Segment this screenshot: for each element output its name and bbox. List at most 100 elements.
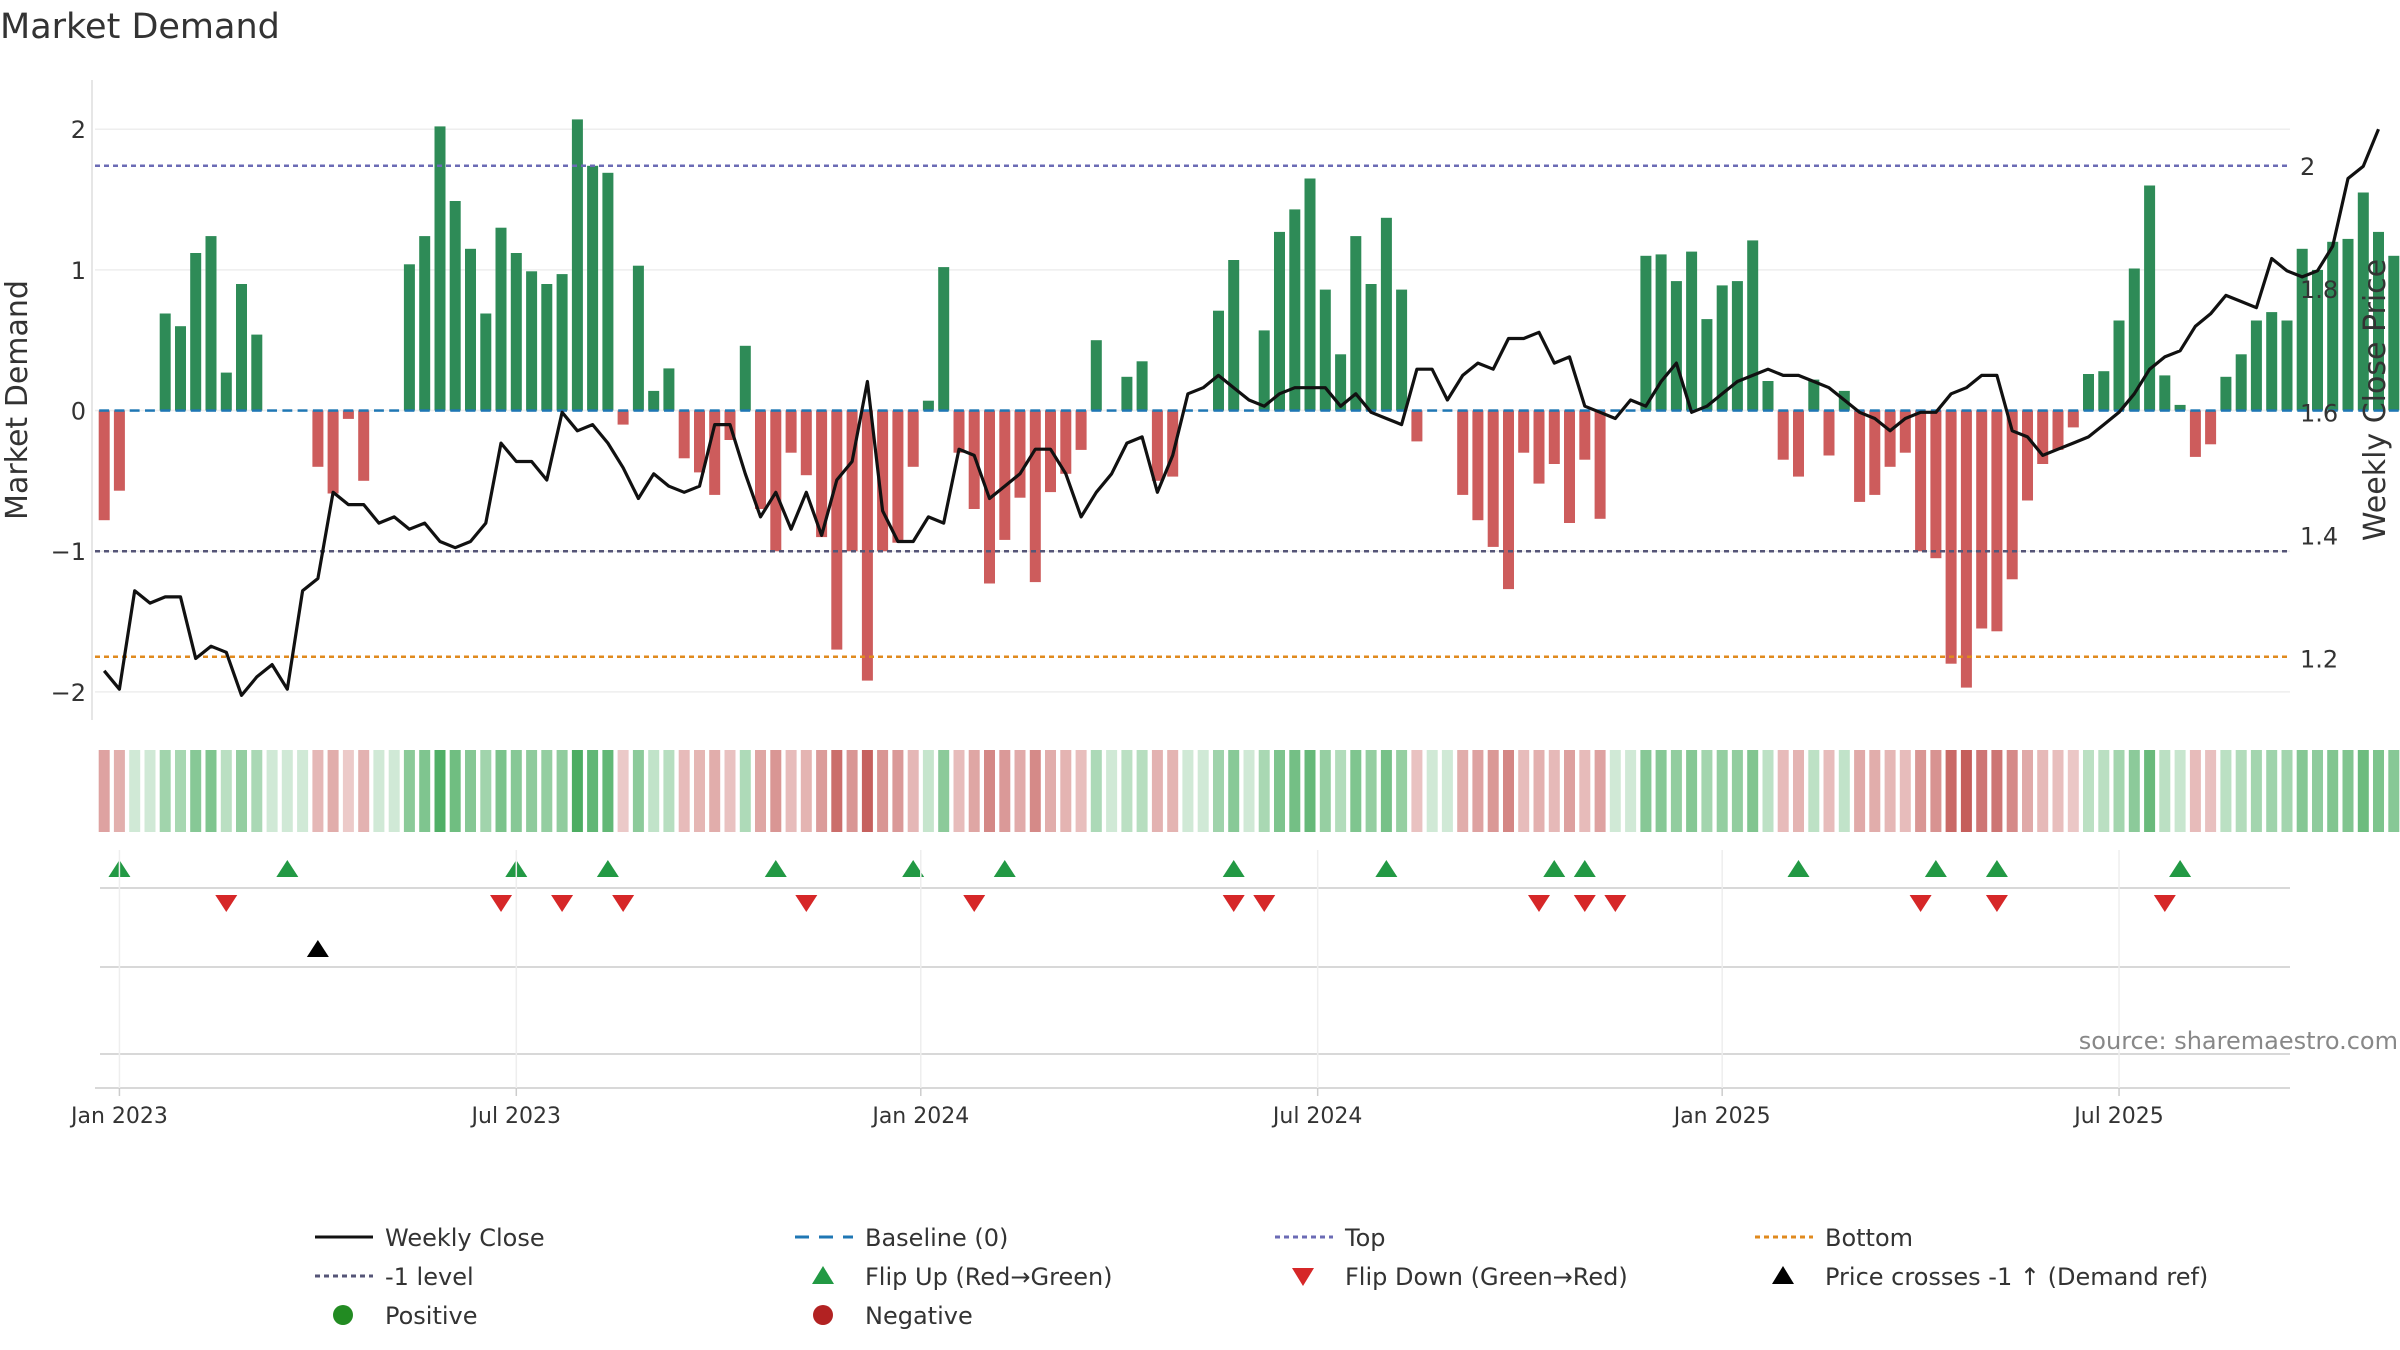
positive-bar	[2250, 320, 2262, 411]
strip-cell-positive	[297, 750, 309, 832]
strip-cell-positive	[1380, 750, 1392, 832]
strip-cell-positive	[2250, 750, 2262, 832]
negative-bar	[1594, 410, 1606, 519]
positive-bar	[1304, 178, 1316, 411]
right-y-tick-label: 2	[2300, 153, 2315, 181]
strip-cell-positive	[1304, 750, 1316, 832]
legend-flip-up-red-green-swatch	[812, 1266, 834, 1284]
negative-bar	[1777, 410, 1789, 460]
strip-cell-negative	[1823, 750, 1835, 832]
negative-bar	[2205, 410, 2217, 445]
positive-bar	[1121, 376, 1133, 411]
strip-cell-positive	[2174, 750, 2186, 832]
negative-bar	[1518, 410, 1530, 453]
flip-up-marker	[1924, 860, 1947, 877]
strip-cell-positive	[1289, 750, 1301, 832]
positive-bar	[1274, 231, 1285, 411]
left-y-tick-label: −2	[51, 679, 86, 707]
negative-bar	[2037, 410, 2049, 464]
positive-bar	[510, 253, 522, 411]
strip-cell-negative	[907, 750, 919, 832]
strip-cell-negative	[327, 750, 339, 832]
negative-bar	[953, 410, 965, 453]
negative-bar	[1960, 410, 1972, 688]
strip-cell-positive	[2296, 750, 2308, 832]
negative-bar	[1884, 410, 1896, 467]
flip-down-marker	[551, 895, 574, 912]
positive-bar	[2296, 248, 2308, 411]
positive-bar	[2128, 268, 2140, 411]
negative-bar	[678, 410, 690, 459]
left-y-tick-label: −1	[51, 538, 86, 566]
flip-up-marker	[1985, 860, 2008, 877]
strip-cell-positive	[388, 750, 400, 832]
negative-bar	[1151, 410, 1163, 481]
strip-cell-positive	[1106, 750, 1118, 832]
negative-bar	[785, 410, 797, 453]
right-y-tick-label: 1.2	[2300, 645, 2338, 673]
strip-cell-negative	[1487, 750, 1499, 832]
flip-down-marker	[1604, 895, 1627, 912]
negative-bar	[755, 410, 766, 509]
strip-cell-negative	[1854, 750, 1866, 832]
right-y-tick-label: 1.8	[2300, 276, 2338, 304]
strip-cell-negative	[312, 750, 324, 832]
strip-cell-positive	[2327, 750, 2339, 832]
strip-cell-positive	[1625, 750, 1637, 832]
negative-bar	[1915, 410, 1927, 552]
negative-bar	[907, 410, 919, 467]
positive-bar	[1701, 319, 1713, 411]
strip-cell-positive	[526, 750, 538, 832]
negative-bar	[1029, 410, 1041, 583]
strip-cell-positive	[1136, 750, 1148, 832]
strip-cell-positive	[922, 750, 934, 832]
positive-bar	[1319, 289, 1331, 411]
positive-bar	[480, 313, 492, 411]
x-axis: Jan 2023 Jul 2023 Jan 2024 Jul 2024 Jan 2025…	[69, 850, 2164, 1129]
strip-cell-positive	[449, 750, 461, 832]
negative-bar	[846, 410, 858, 552]
strip-cell-negative	[709, 750, 721, 832]
strip-cell-positive	[1731, 750, 1743, 832]
left-y-tick-label: 0	[71, 398, 86, 426]
flip-up-marker	[764, 860, 787, 877]
positive-bar	[2144, 185, 2156, 411]
flip-up-marker	[1787, 860, 1810, 877]
strip-cell-negative	[1548, 750, 1560, 832]
strip-cell-negative	[1930, 750, 1942, 832]
positive-bar	[419, 236, 431, 411]
strip-cell-negative	[98, 750, 110, 832]
legend-negative-label: Negative	[865, 1302, 973, 1330]
strip-cell-positive	[1182, 750, 1194, 832]
strip-cell-negative	[770, 750, 782, 832]
positive-bar	[632, 265, 644, 411]
negative-bar	[1945, 410, 1957, 664]
strip-cell-positive	[2388, 750, 2400, 832]
legend-positive-swatch	[333, 1305, 353, 1325]
left-y-tick-label: 1	[71, 257, 86, 285]
strip-cell-positive	[495, 750, 507, 832]
positive-bar	[2327, 241, 2339, 411]
positive-bar	[220, 372, 232, 411]
strip-cell-negative	[1793, 750, 1804, 832]
negative-bar	[1167, 410, 1179, 477]
strip-cell-negative	[1579, 750, 1591, 832]
flip-up-marker	[2169, 860, 2192, 877]
positive-bar	[2235, 354, 2247, 411]
negative-bar	[694, 410, 705, 473]
positive-bar	[2388, 255, 2400, 411]
strip-cell-negative	[1045, 750, 1056, 832]
strip-cell-positive	[1655, 750, 1667, 832]
positive-bar	[1335, 354, 1347, 411]
strip-cell-negative	[2205, 750, 2217, 832]
strip-cell-positive	[1335, 750, 1347, 832]
positive-bar	[449, 201, 461, 411]
legend-weekly-close-label: Weekly Close	[385, 1224, 545, 1252]
strip-cell-negative	[2052, 750, 2064, 832]
negative-bar	[892, 410, 904, 543]
positive-bar	[2220, 376, 2232, 411]
strip-cell-negative	[1075, 750, 1087, 832]
flip-up-marker	[596, 860, 619, 877]
negative-bar	[98, 410, 110, 521]
positive-bar	[175, 326, 186, 411]
